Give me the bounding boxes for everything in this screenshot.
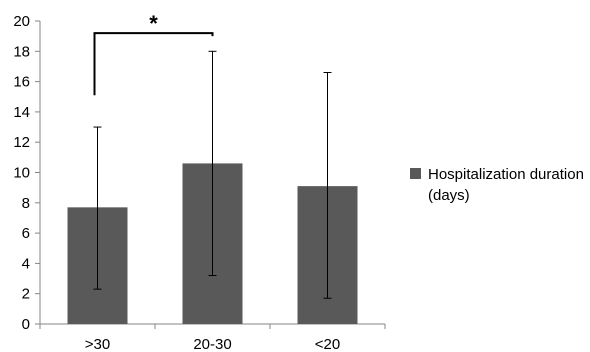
y-tick-label: 10 — [13, 165, 30, 182]
legend: Hospitalization duration (days) — [410, 166, 584, 204]
y-tick-label: 14 — [13, 104, 30, 121]
error-bars-layer — [93, 50, 332, 299]
y-tick-label: 4 — [22, 255, 30, 272]
legend-label-line-2: (days) — [428, 187, 470, 204]
y-tick-label: 16 — [13, 74, 30, 91]
y-tick-label: 12 — [13, 134, 30, 151]
significance-layer: * — [93, 11, 214, 96]
y-tick-label: 6 — [22, 225, 30, 242]
y-tick-label: 0 — [22, 316, 30, 333]
axes-layer: 0 2 4 6 8 10 12 14 16 18 20 >30 20-30 <20 — [13, 13, 386, 352]
x-tick-label: <20 — [315, 336, 340, 352]
significance-bracket — [93, 32, 214, 96]
significance-star: * — [149, 11, 158, 36]
legend-swatch — [410, 168, 421, 179]
legend-label-line-1: Hospitalization duration — [428, 166, 584, 183]
y-tick-label: 2 — [22, 286, 30, 303]
y-tick-label: 20 — [13, 13, 30, 30]
x-tick-label: >30 — [85, 336, 110, 352]
y-tick-label: 8 — [22, 195, 30, 212]
x-tick-label: 20-30 — [193, 336, 231, 352]
y-tick-label: 18 — [13, 43, 30, 60]
